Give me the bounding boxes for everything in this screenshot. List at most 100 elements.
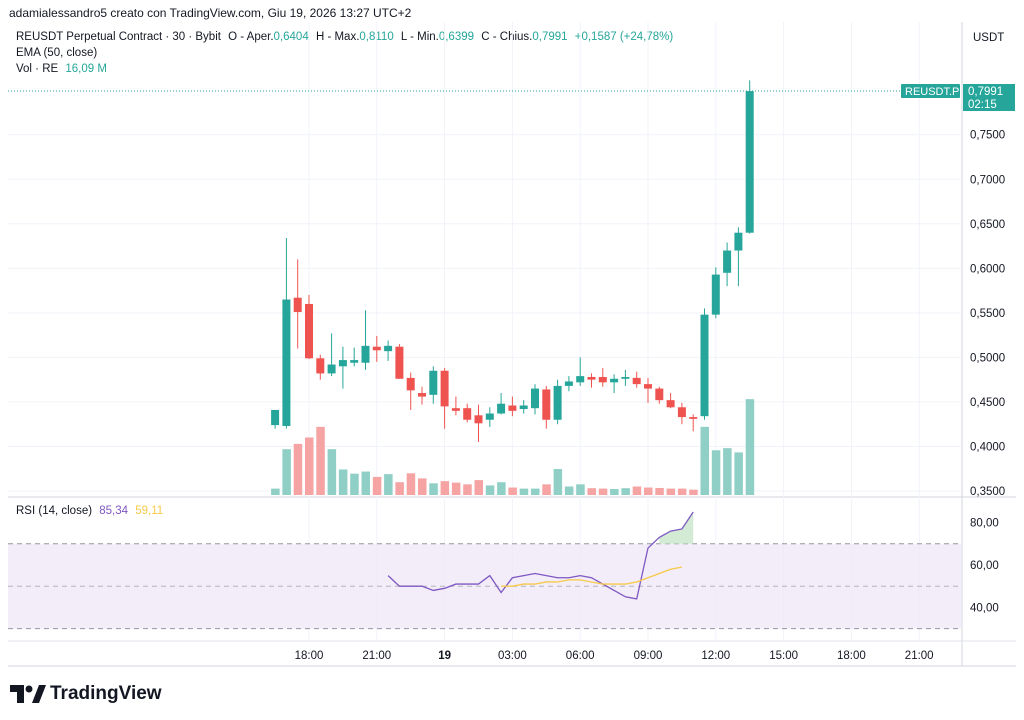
volume-bar — [305, 437, 314, 495]
volume-bar — [282, 449, 291, 495]
candle — [666, 393, 675, 409]
volume-bar — [429, 483, 438, 495]
candle-body — [677, 407, 686, 418]
price-tick-label: 0,3500 — [970, 486, 1005, 498]
time-tick-label: 03:00 — [498, 650, 527, 662]
rsi-overbought-fill — [659, 512, 694, 544]
candle — [429, 366, 438, 404]
candle-body — [644, 384, 652, 389]
candle-body — [587, 376, 596, 380]
volume-bar — [564, 486, 574, 495]
candle — [689, 414, 698, 432]
candle — [451, 396, 460, 416]
candle — [395, 344, 404, 379]
time-tick-label: 21:00 — [905, 650, 934, 662]
rsi-tick-label: 40,00 — [970, 602, 999, 614]
candle — [327, 333, 336, 377]
volume-bar — [587, 488, 596, 495]
candle — [508, 396, 517, 417]
candle-body — [485, 413, 494, 420]
volume-bar — [542, 484, 551, 495]
candle-body — [531, 388, 539, 409]
high-value: 0,8110 — [359, 31, 394, 43]
time-tick-label: 18:00 — [837, 650, 866, 662]
candle — [485, 407, 494, 427]
candle — [711, 267, 720, 319]
low-label: L - Min. — [400, 31, 439, 43]
chart-grid — [8, 22, 1016, 667]
rsi-line — [387, 511, 694, 600]
volume-bar — [485, 485, 495, 495]
candle — [282, 238, 291, 429]
candle-body — [745, 91, 754, 233]
candle-body — [316, 358, 325, 374]
tradingview-logo[interactable]: TradingView — [10, 683, 162, 705]
currency-label[interactable]: USDT — [973, 32, 1005, 44]
candle-body — [700, 314, 709, 417]
high-label: H - Max. — [315, 31, 360, 43]
bar-countdown: 02:15 — [968, 99, 997, 111]
volume-bar — [553, 469, 563, 495]
rsi-tick-label: 80,00 — [970, 518, 999, 530]
time-tick-label: 15:00 — [769, 650, 798, 662]
candle — [361, 310, 370, 370]
price-tick-label: 0,7500 — [970, 130, 1005, 142]
candle-body — [406, 377, 415, 391]
volume-bar — [644, 487, 653, 495]
candle — [271, 409, 280, 429]
candle — [734, 227, 743, 287]
candle — [564, 376, 573, 392]
last-price-tag-bg — [963, 84, 1015, 111]
volume-bar — [531, 488, 540, 495]
ema-legend[interactable]: EMA (50, close) — [16, 47, 97, 59]
volume-bar — [395, 482, 404, 495]
candle — [553, 379, 562, 425]
candle-body — [610, 378, 619, 383]
candle-body — [689, 417, 698, 419]
candle-body — [655, 388, 664, 401]
candle-body — [338, 360, 347, 367]
candle-body — [576, 376, 585, 383]
candle-body — [384, 345, 393, 352]
volume-legend[interactable]: Vol · RE 16,09 M — [16, 63, 107, 75]
rsi-band-fill — [8, 543, 962, 629]
candle-body — [327, 364, 336, 374]
candle-body — [508, 405, 517, 411]
candle — [372, 336, 381, 362]
candle-body — [553, 385, 562, 420]
candle-body — [463, 408, 472, 420]
price-tick-label: 0,6500 — [970, 219, 1005, 231]
volume-bar — [508, 487, 517, 495]
candle — [576, 357, 585, 386]
time-tick-label: 19 — [438, 650, 451, 662]
candle-body — [497, 403, 506, 414]
candle — [519, 400, 528, 414]
volume-bar — [689, 489, 698, 495]
candle — [655, 386, 664, 404]
symbol-legend: REUSDT Perpetual Contract · 30 · Bybit O… — [16, 31, 673, 43]
volume-bar — [745, 399, 755, 495]
candle-body — [305, 303, 313, 359]
rsi-legend[interactable]: RSI (14, close) 85,34 59,11 — [16, 505, 163, 517]
low-value: 0,6399 — [438, 31, 475, 43]
price-tick-label: 0,7000 — [970, 174, 1005, 186]
candle — [587, 373, 596, 388]
candle — [338, 346, 347, 389]
price-tick-label: 0,4500 — [970, 397, 1005, 409]
volume-bars — [271, 399, 755, 495]
last-price-value: 0,7991 — [968, 86, 1003, 98]
volume-bar — [621, 488, 630, 495]
candle-body — [418, 393, 426, 397]
candle-body — [282, 299, 291, 426]
candle-body — [621, 376, 630, 379]
volume-bar — [327, 449, 337, 495]
candle-body — [723, 250, 732, 273]
close-value: 0,7991 — [532, 31, 568, 43]
symbol-name[interactable]: REUSDT Perpetual Contract · 30 · Bybit — [16, 31, 221, 43]
volume-bar — [418, 478, 427, 495]
volume-bar — [700, 426, 709, 495]
candle — [463, 403, 472, 423]
tradingview-logo-icon — [10, 685, 46, 703]
candle-body — [429, 370, 438, 395]
